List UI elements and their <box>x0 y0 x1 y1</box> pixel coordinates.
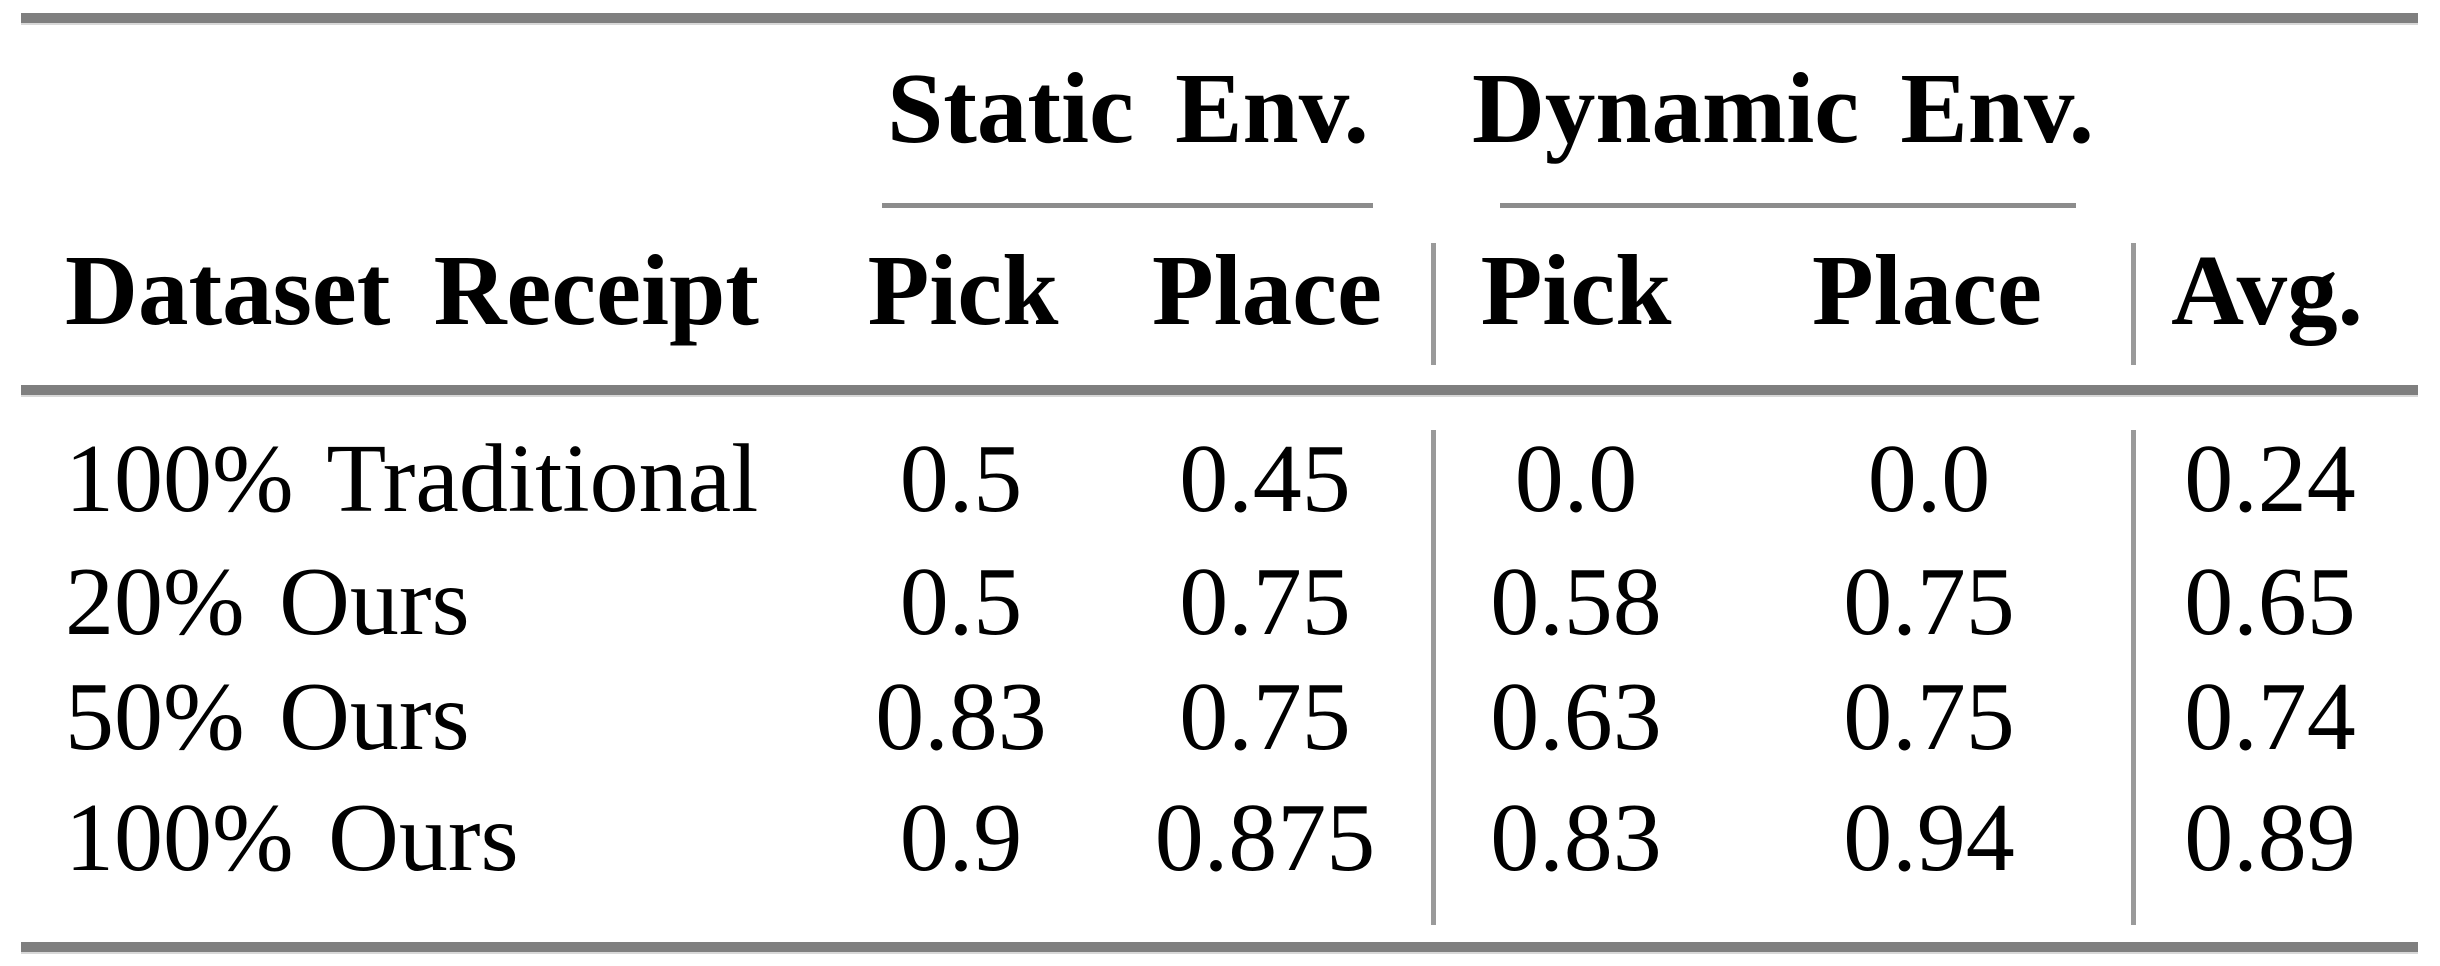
cell-avg: 0.74 <box>2184 663 2356 771</box>
cell-dynamic-place: 0.0 <box>1867 425 1991 533</box>
cell-static-place: 0.75 <box>1179 548 1351 656</box>
vertical-separator-static-dynamic-header <box>1431 243 1436 365</box>
row-label: 20% Ours <box>65 548 470 656</box>
cell-dynamic-place: 0.75 <box>1843 663 2015 771</box>
table-mid-rule <box>21 385 2418 395</box>
cell-static-pick: 0.83 <box>875 663 1047 771</box>
cell-static-place: 0.75 <box>1179 663 1351 771</box>
column-header-dataset-receipt: Dataset Receipt <box>65 234 759 346</box>
cell-dynamic-pick: 0.63 <box>1490 663 1662 771</box>
cell-dynamic-place: 0.94 <box>1843 784 2015 892</box>
dynamic-env-cmidrule <box>1500 203 2076 208</box>
static-env-cmidrule <box>882 203 1373 208</box>
vertical-separator-dynamic-avg-body <box>2131 430 2136 925</box>
cell-dynamic-pick: 0.0 <box>1514 425 1638 533</box>
cell-static-pick: 0.5 <box>899 425 1023 533</box>
group-header-dynamic-env: Dynamic Env. <box>1471 52 2095 164</box>
cell-static-pick: 0.5 <box>899 548 1023 656</box>
row-label: 50% Ours <box>65 663 470 771</box>
column-header-avg: Avg. <box>2171 234 2363 346</box>
vertical-separator-dynamic-avg-header <box>2131 243 2136 365</box>
cell-dynamic-pick: 0.83 <box>1490 784 1662 892</box>
group-header-static-env: Static Env. <box>887 52 1369 164</box>
cell-dynamic-pick: 0.58 <box>1490 548 1662 656</box>
vertical-separator-static-dynamic-body <box>1431 430 1436 925</box>
cell-static-place: 0.45 <box>1179 425 1351 533</box>
cell-dynamic-place: 0.75 <box>1843 548 2015 656</box>
cell-static-pick: 0.9 <box>899 784 1023 892</box>
column-header-static-place: Place <box>1152 234 1382 346</box>
cell-avg: 0.65 <box>2184 548 2356 656</box>
column-header-dynamic-pick: Pick <box>1480 234 1672 346</box>
table-bottom-rule <box>21 942 2418 952</box>
column-header-dynamic-place: Place <box>1812 234 2042 346</box>
row-label: 100% Traditional <box>65 425 759 533</box>
row-label: 100% Ours <box>65 784 519 892</box>
cell-avg: 0.24 <box>2184 425 2356 533</box>
table-top-rule <box>21 13 2418 23</box>
column-header-static-pick: Pick <box>867 234 1059 346</box>
cell-avg: 0.89 <box>2184 784 2356 892</box>
cell-static-place: 0.875 <box>1154 784 1376 892</box>
